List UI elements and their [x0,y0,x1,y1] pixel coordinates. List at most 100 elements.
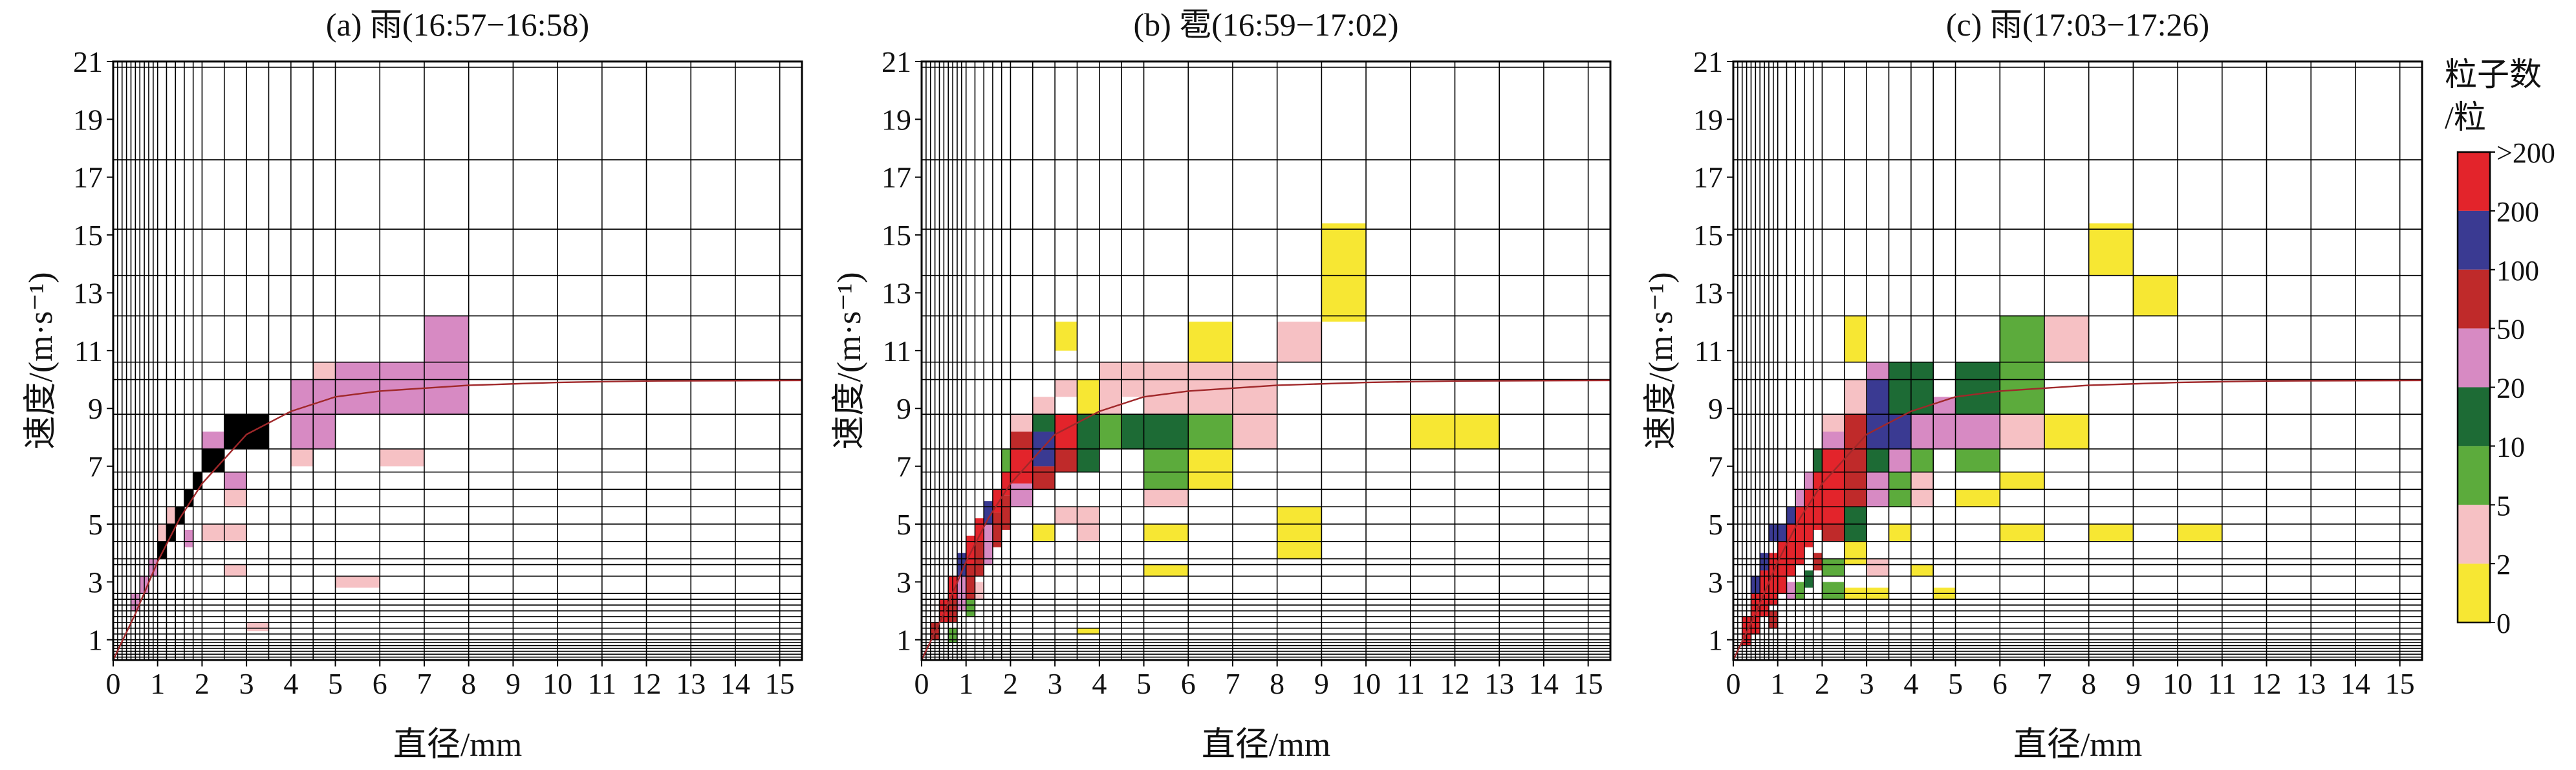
heatmap-cell [1077,379,1099,415]
x-tick-label: 13 [2296,667,2326,700]
heatmap-cell [1143,523,1189,542]
heatmap-cell [1844,541,1867,565]
heatmap-cell [1910,414,1934,449]
colorbar-label: 10 [2496,431,2525,463]
heatmap-cell [184,489,193,507]
heatmap-cell [1822,414,1845,432]
heatmap-cell [335,576,380,588]
x-tick-label: 6 [373,667,387,700]
heatmap-cell [1910,448,1934,472]
heatmap-cell [1844,448,1867,507]
heatmap-cell [1889,414,1911,449]
x-tick-label: 6 [1993,667,2008,700]
x-tick-label: 7 [417,667,431,700]
heatmap-cell [2044,414,2089,449]
colorbar-swatch [2458,210,2490,270]
x-tick-label: 0 [106,667,121,700]
heatmap-cell [1822,523,1845,542]
x-tick-label: 12 [632,667,662,700]
x-axis: 0 1 2 3 4 5 6 7 8 9 10 11 12 13 14 15 [106,660,795,700]
heatmap-cell [157,523,167,542]
x-tick-label: 14 [2341,667,2370,700]
heatmap-cell [1188,414,1233,449]
heatmap-cell [1955,414,2000,449]
x-tick-label: 3 [1859,667,1874,700]
x-tick-label: 3 [239,667,254,700]
panel-title: (b) 雹(16:59−17:02) [1133,6,1398,43]
heatmap-cell [1867,558,1889,577]
heatmap-cell [290,448,314,467]
y-tick-label: 19 [1693,103,1723,136]
heatmap-cell [1955,489,2000,507]
heatmap-cell [1910,564,1934,577]
bin-grid [922,61,1610,661]
y-tick-label: 1 [1708,624,1723,657]
heatmap-cell [175,507,184,524]
colorbar-swatch [2458,564,2490,622]
colorbar-swatch [2458,387,2490,446]
heatmap-cell [1795,507,1804,565]
x-tick-label: 9 [506,667,521,700]
heatmap-cell [313,362,336,380]
heatmap-cell [1010,483,1033,507]
y-tick-label: 3 [896,566,911,599]
panel-title: (c) 雨(17:03−17:26) [1946,6,2209,43]
colorbar-swatch [2458,152,2490,211]
x-tick-label: 15 [765,667,795,700]
x-axis-title: 直径/mm [2013,727,2142,764]
heatmap-cell [1188,448,1233,490]
x-tick-label: 15 [1574,667,1603,700]
heatmap-cell [1844,316,1867,362]
plot-frame [1732,60,2423,661]
y-tick-label: 11 [74,335,103,368]
heatmap-cell [1055,448,1077,472]
heatmap-cell [166,523,176,542]
x-tick-label: 4 [1903,667,1918,700]
heatmap-cell [2000,472,2044,490]
heatmap-cell [966,599,975,617]
heatmap-cell [1910,362,1934,415]
heatmap-cell [1955,362,2000,415]
colorbar-label: 100 [2496,255,2539,287]
x-tick-label: 14 [720,667,750,700]
colorbar-label: 5 [2496,490,2511,522]
heatmap-cell [380,448,424,467]
y-tick-label: 13 [882,276,911,309]
y-tick-label: 13 [73,276,103,309]
y-tick-label: 9 [1708,392,1723,425]
x-tick-label: 2 [1815,667,1830,700]
heatmap-cell [157,541,167,559]
y-tick-label: 5 [88,508,103,541]
x-tick-label: 2 [1003,667,1018,700]
y-tick-label: 15 [73,219,103,252]
colorbar-label: 50 [2496,314,2525,346]
x-tick-label: 8 [1270,667,1284,700]
heatmap-cell [1844,379,1867,415]
heatmap-cell [1867,362,1889,380]
heatmap-cell [1099,414,1122,449]
y-tick-label: 3 [88,566,103,599]
heatmap-cell [1867,414,1889,449]
heatmap-cell [1143,414,1189,449]
heatmap-cell [984,523,993,565]
heatmap-cell [1777,541,1787,594]
heatmap-cell [1077,628,1099,634]
heatmap-cell [1099,362,1122,415]
x-tick-label: 8 [2081,667,2096,700]
y-axis-title: 速度/(m·s⁻¹) [1643,272,1680,449]
heatmap-cell [1055,379,1077,397]
x-tick-label: 14 [1529,667,1559,700]
x-axis: 0 1 2 3 4 5 6 7 8 9 10 11 12 13 14 15 [1726,660,2415,700]
y-tick-label: 1 [896,624,911,657]
y-tick-label: 3 [1708,566,1723,599]
x-tick-label: 5 [1948,667,1963,700]
heatmap-cell [1804,472,1813,490]
colorbar-swatch [2458,505,2490,564]
heatmap-cell [224,414,247,449]
heatmap-cell [1143,448,1189,490]
heatmap-cell [1032,414,1055,432]
x-tick-label: 10 [1351,667,1381,700]
